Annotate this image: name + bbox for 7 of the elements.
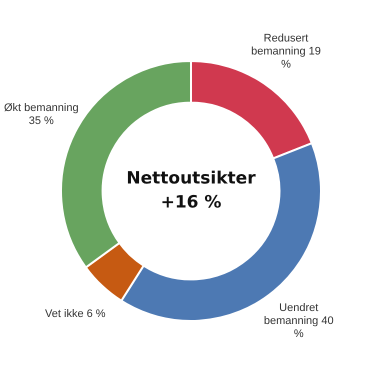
text: +16 % xyxy=(160,192,222,212)
slice-label: Vet ikke 6 % xyxy=(45,308,106,320)
data-label: 35 % xyxy=(28,114,54,127)
slice-label: Uendret bemanning 40 % xyxy=(264,302,334,340)
slice-label: Økt bemanning xyxy=(4,102,79,114)
text: Nettoutsikter xyxy=(126,168,256,188)
slice-label: Redusert bemanning 19 % xyxy=(251,32,321,70)
